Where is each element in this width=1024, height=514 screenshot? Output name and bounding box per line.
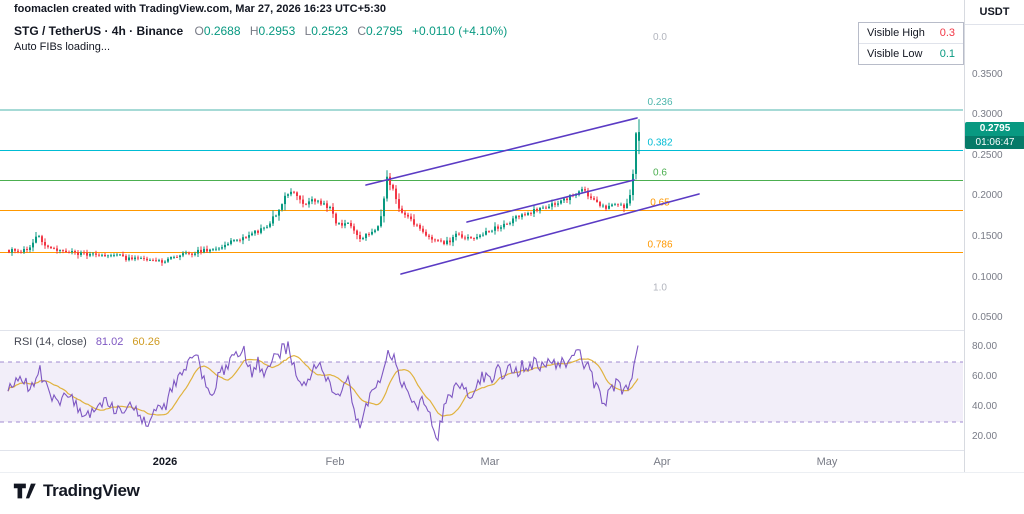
- rsi-value: 81.02: [95, 336, 124, 348]
- visible-high-row: Visible High 0.3: [859, 23, 963, 43]
- svg-text:0.236: 0.236: [647, 97, 672, 108]
- ohlc-open-label: O: [194, 24, 204, 38]
- bottom-separator: [0, 472, 1024, 473]
- ohlc-open-value: 0.2688: [203, 24, 241, 38]
- ohlc-close-value: 0.2795: [366, 24, 403, 38]
- visible-low-row: Visible Low 0.1: [859, 43, 963, 64]
- ohlc-low-value: 0.2523: [311, 24, 348, 38]
- pane-separator[interactable]: [0, 330, 964, 331]
- price-axis-currency: USDT: [965, 0, 1024, 25]
- tradingview-logo[interactable]: TradingView: [12, 479, 140, 503]
- time-axis-label: 2026: [152, 456, 178, 468]
- rsi-legend-row: RSI (14, close) 81.02 60.26: [14, 336, 160, 348]
- last-price-value: 0.2795: [965, 122, 1024, 137]
- trendline-drawings[interactable]: [365, 117, 700, 275]
- ohlc-high-value: 0.2953: [258, 24, 296, 38]
- ohlc-change: +0.0110 (+4.10%): [412, 24, 508, 38]
- candles-layer: [8, 119, 640, 266]
- rsi-indicator-title[interactable]: RSI (14, close): [14, 336, 87, 348]
- symbol-info-row: STG / TetherUS · 4h · Binance O0.2688 H0…: [14, 24, 507, 38]
- ohlc-close-label: C: [357, 24, 366, 38]
- svg-text:1.0: 1.0: [653, 282, 667, 293]
- rsi-tick-label: 40.00: [972, 400, 998, 412]
- visible-low-value: 0.1: [939, 48, 955, 60]
- price-tick-label: 0.2000: [972, 190, 1003, 202]
- bar-countdown: 01:06:47: [965, 136, 1024, 150]
- svg-text:0.65: 0.65: [650, 197, 670, 208]
- fib-levels-layer: 0.0 0.236 0.382 0.6 0.65 0.786 1.0: [0, 32, 963, 293]
- attribution-text: foomaclen created with TradingView.com, …: [14, 3, 387, 15]
- chart-canvas[interactable]: 0.0 0.236 0.382 0.6 0.65 0.786 1.0: [0, 0, 964, 472]
- visible-range-legend: Visible High 0.3 Visible Low 0.1: [858, 22, 964, 65]
- time-axis-label: Mar: [480, 456, 500, 468]
- svg-text:0.786: 0.786: [647, 239, 672, 250]
- time-axis[interactable]: 2026 Feb Mar Apr May: [0, 450, 964, 473]
- rsi-ma-value: 60.26: [132, 336, 160, 348]
- price-tick-label: 0.2500: [972, 149, 1003, 161]
- indicator-status-text: Auto FIBs loading...: [14, 41, 110, 53]
- visible-high-label: Visible High: [867, 27, 925, 39]
- time-axis-label: May: [816, 456, 838, 468]
- tradingview-logo-icon: [13, 483, 36, 499]
- svg-text:0.6: 0.6: [653, 167, 667, 178]
- rsi-tick-label: 80.00: [972, 340, 998, 352]
- rsi-tick-label: 60.00: [972, 370, 998, 382]
- visible-high-value: 0.3: [939, 27, 955, 39]
- price-tick-label: 0.1500: [972, 231, 1003, 242]
- price-tick-label: 0.3000: [972, 109, 1003, 121]
- symbol-title[interactable]: STG / TetherUS · 4h · Binance: [14, 24, 184, 38]
- price-tick-label: 0.1000: [972, 271, 1003, 283]
- svg-text:0.0: 0.0: [653, 32, 667, 43]
- price-tick-label: 0.0500: [972, 312, 1003, 323]
- time-axis-label: Apr: [653, 456, 671, 468]
- rsi-lines-layer: [7, 341, 639, 442]
- last-price-tag: 0.2795 01:06:47: [965, 122, 1024, 150]
- svg-text:0.382: 0.382: [647, 137, 672, 148]
- price-tick-label: 0.3500: [972, 68, 1003, 80]
- tradingview-logo-text: TradingView: [43, 481, 140, 500]
- visible-low-label: Visible Low: [867, 48, 923, 60]
- price-axis[interactable]: USDT 0.3500 0.3000 0.2500 0.2000 0.1500 0.100…: [964, 0, 1024, 472]
- time-axis-label: Feb: [325, 456, 345, 468]
- rsi-tick-label: 20.00: [972, 430, 998, 442]
- ohlc-high-label: H: [249, 24, 259, 38]
- ohlc-low-label: L: [304, 24, 312, 38]
- rsi-band: [0, 361, 963, 423]
